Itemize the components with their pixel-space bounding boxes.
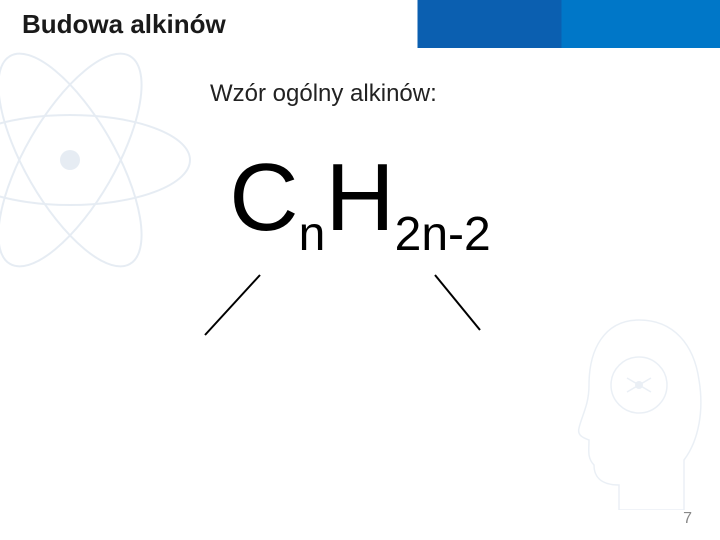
page-number: 7: [683, 510, 692, 528]
slide-title: Budowa alkinów: [0, 9, 226, 40]
chemical-formula: CnH2n-2: [0, 150, 720, 246]
formula-element-c: C: [229, 144, 298, 251]
formula-element-h: H: [325, 144, 394, 251]
formula-subscript-2n-2: 2n-2: [395, 208, 491, 261]
subtitle-text: Wzór ogólny alkinów:: [210, 80, 437, 108]
indicator-line-left: [205, 275, 260, 335]
indicator-lines: [0, 260, 720, 380]
indicator-line-right: [435, 275, 480, 330]
formula-subscript-n: n: [299, 208, 326, 261]
header-bar: Budowa alkinów: [0, 0, 720, 48]
head-background-graphic: [564, 310, 714, 510]
